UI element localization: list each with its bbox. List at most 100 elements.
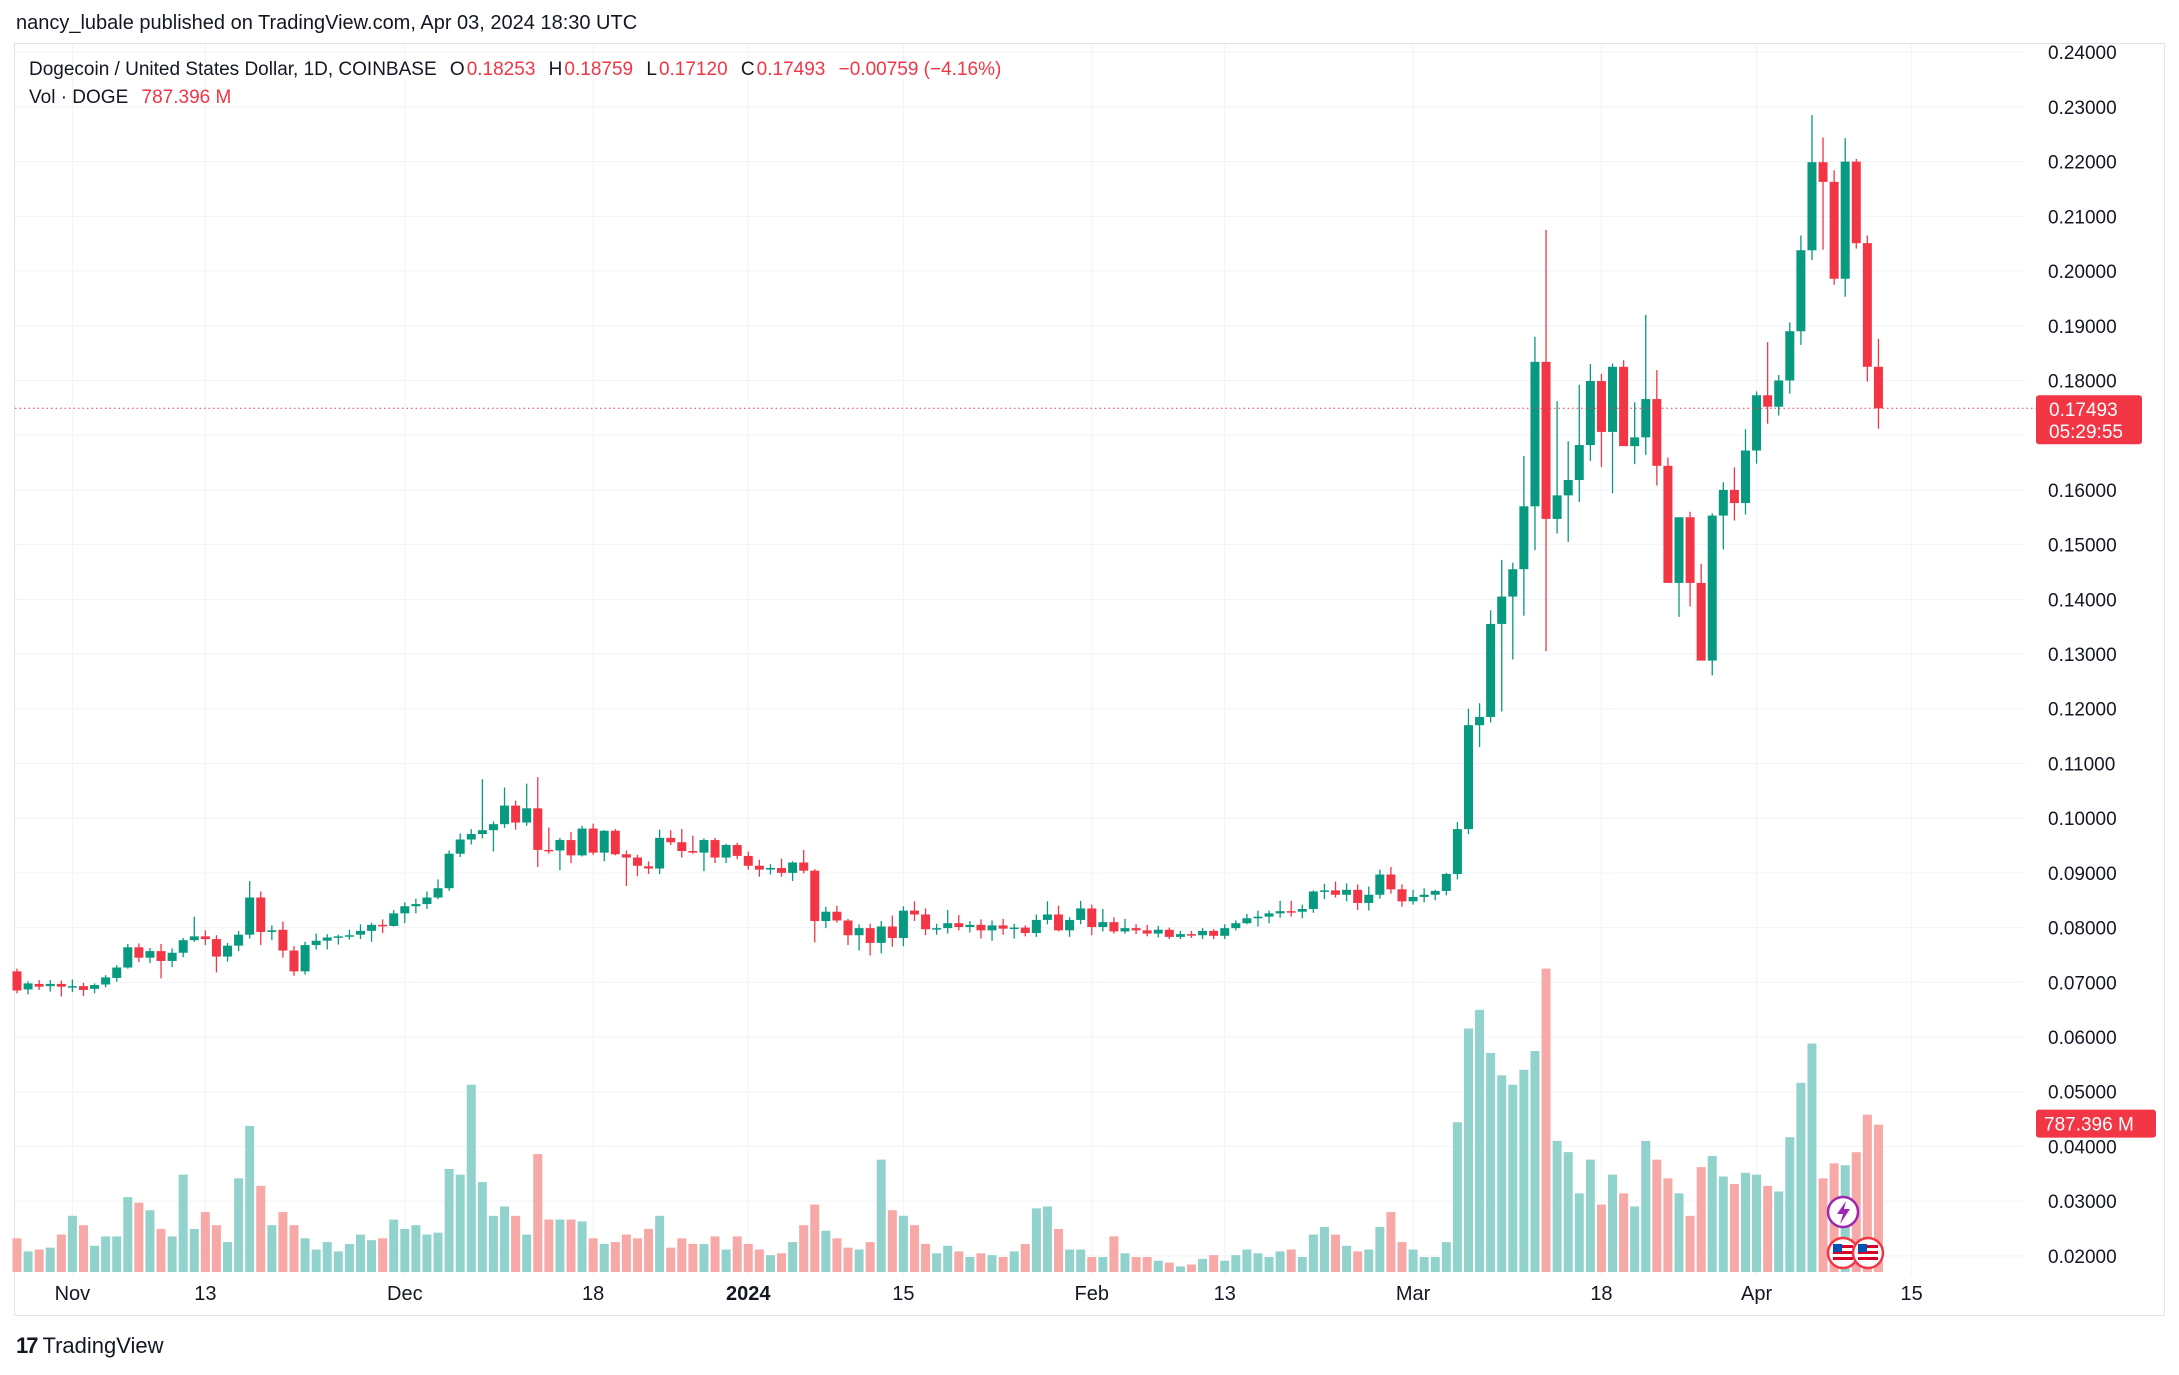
- candle[interactable]: [511, 800, 521, 830]
- candle[interactable]: [134, 943, 144, 963]
- candle[interactable]: [1286, 900, 1296, 917]
- candle[interactable]: [1663, 457, 1673, 583]
- candle[interactable]: [1574, 384, 1584, 502]
- candle[interactable]: [721, 843, 731, 864]
- candle[interactable]: [1153, 925, 1163, 938]
- candle[interactable]: [156, 943, 166, 979]
- candle[interactable]: [1164, 927, 1174, 940]
- candle[interactable]: [1774, 375, 1784, 416]
- candle[interactable]: [599, 830, 609, 862]
- candle[interactable]: [311, 933, 321, 950]
- candle[interactable]: [1596, 373, 1606, 467]
- candle[interactable]: [1630, 402, 1640, 465]
- candle[interactable]: [677, 829, 687, 858]
- candle[interactable]: [367, 922, 377, 942]
- candle[interactable]: [1796, 235, 1806, 345]
- candle[interactable]: [1851, 158, 1861, 249]
- candle[interactable]: [644, 861, 654, 874]
- candle[interactable]: [555, 837, 565, 871]
- candle[interactable]: [898, 906, 908, 947]
- candle[interactable]: [954, 915, 964, 931]
- candle[interactable]: [1452, 821, 1462, 880]
- candle[interactable]: [1463, 708, 1473, 835]
- candle[interactable]: [666, 830, 676, 845]
- candle[interactable]: [799, 849, 809, 874]
- candle[interactable]: [1054, 905, 1064, 932]
- candle[interactable]: [1131, 924, 1141, 935]
- candle[interactable]: [976, 919, 986, 939]
- candle[interactable]: [1120, 918, 1130, 934]
- lightning-event-icon[interactable]: [1826, 1195, 1860, 1229]
- candle[interactable]: [1696, 563, 1706, 661]
- candle[interactable]: [1674, 517, 1684, 617]
- candle[interactable]: [987, 920, 997, 941]
- candle[interactable]: [832, 905, 842, 923]
- candle[interactable]: [1009, 923, 1019, 939]
- candle[interactable]: [1641, 314, 1651, 455]
- candle[interactable]: [1486, 610, 1496, 723]
- candle[interactable]: [1619, 360, 1629, 447]
- candle[interactable]: [211, 935, 221, 973]
- candle[interactable]: [112, 965, 122, 982]
- candle[interactable]: [1209, 929, 1219, 940]
- candle[interactable]: [821, 906, 831, 929]
- candle[interactable]: [588, 823, 598, 855]
- candle[interactable]: [1807, 115, 1817, 261]
- volume-label[interactable]: Vol · DOGE: [29, 87, 129, 108]
- candle[interactable]: [1563, 441, 1573, 542]
- candle[interactable]: [998, 918, 1008, 935]
- candle[interactable]: [943, 910, 953, 934]
- candle[interactable]: [1873, 338, 1883, 429]
- candle[interactable]: [1087, 904, 1097, 936]
- candle[interactable]: [67, 979, 77, 993]
- candle[interactable]: [1020, 925, 1030, 937]
- candle[interactable]: [965, 921, 975, 933]
- candle[interactable]: [1319, 883, 1329, 900]
- candle[interactable]: [854, 924, 864, 951]
- candle[interactable]: [566, 831, 576, 864]
- candle[interactable]: [1519, 455, 1529, 616]
- candle[interactable]: [1408, 889, 1418, 905]
- candle[interactable]: [278, 921, 288, 958]
- candle[interactable]: [1475, 703, 1485, 748]
- candle[interactable]: [865, 923, 875, 956]
- candle[interactable]: [788, 861, 798, 882]
- candle[interactable]: [1685, 511, 1695, 607]
- candle[interactable]: [1098, 908, 1108, 932]
- candle[interactable]: [78, 982, 88, 996]
- us-flag-event-icon[interactable]: [1826, 1236, 1860, 1270]
- candle[interactable]: [167, 948, 177, 967]
- candle[interactable]: [1109, 917, 1119, 934]
- candle[interactable]: [1142, 924, 1152, 937]
- candle[interactable]: [333, 934, 343, 945]
- candle[interactable]: [1608, 363, 1618, 494]
- candle[interactable]: [1231, 920, 1241, 931]
- candle[interactable]: [1375, 869, 1385, 899]
- candle[interactable]: [1264, 910, 1274, 924]
- candle[interactable]: [223, 942, 233, 962]
- candle[interactable]: [1763, 342, 1773, 424]
- candle[interactable]: [344, 929, 354, 940]
- candle[interactable]: [45, 980, 55, 992]
- candle[interactable]: [887, 915, 897, 947]
- candle[interactable]: [189, 916, 199, 942]
- candle[interactable]: [444, 850, 454, 891]
- candle[interactable]: [1430, 889, 1440, 901]
- candle[interactable]: [1253, 910, 1263, 927]
- candle[interactable]: [256, 891, 266, 946]
- candle[interactable]: [1065, 917, 1075, 937]
- candle[interactable]: [1652, 370, 1662, 486]
- candle[interactable]: [1220, 924, 1230, 940]
- candle[interactable]: [688, 835, 698, 854]
- candle[interactable]: [1840, 138, 1850, 297]
- candle[interactable]: [178, 937, 188, 958]
- candle[interactable]: [1353, 884, 1363, 911]
- candle[interactable]: [843, 918, 853, 946]
- candle[interactable]: [621, 850, 631, 887]
- candle[interactable]: [1740, 429, 1750, 515]
- candle[interactable]: [477, 779, 487, 839]
- candle[interactable]: [1707, 513, 1717, 676]
- candle[interactable]: [754, 859, 764, 877]
- candle[interactable]: [322, 934, 332, 950]
